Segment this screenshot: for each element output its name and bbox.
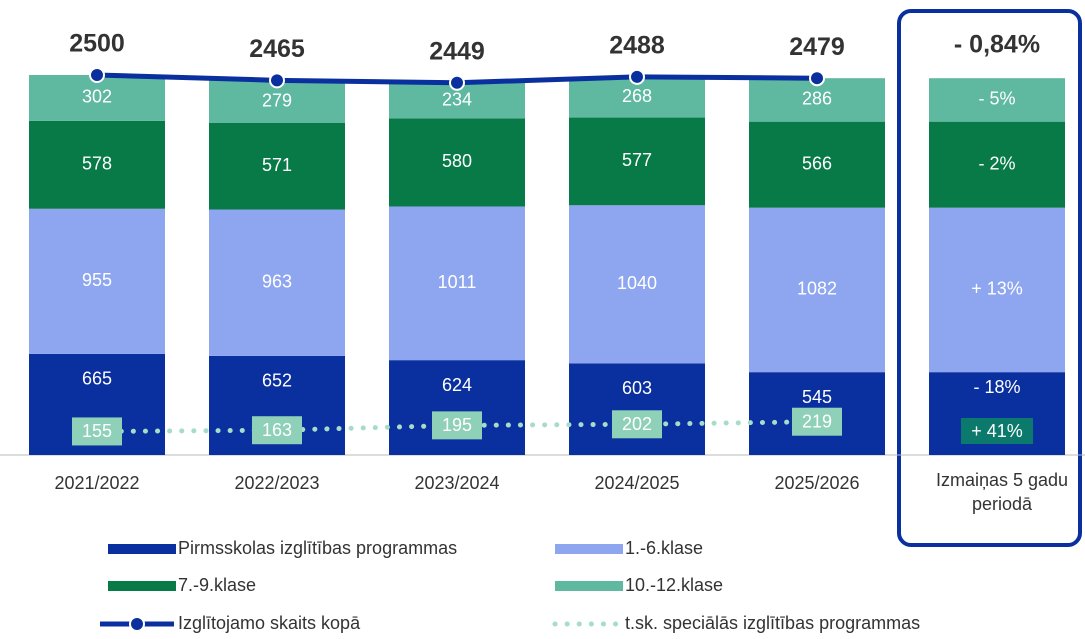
legend-swatch [108, 581, 176, 591]
highlight-frame [897, 9, 1082, 547]
total-label: 2488 [609, 31, 665, 59]
special-label-box [432, 411, 482, 440]
data-label: 955 [82, 270, 112, 290]
x-tick-label: 2025/2026 [774, 473, 859, 493]
special-label: 163 [262, 420, 292, 440]
data-label: 652 [262, 371, 292, 391]
data-label: 1082 [797, 279, 837, 299]
x-tick-label: 2023/2024 [414, 473, 499, 493]
data-label: 302 [82, 87, 112, 107]
bar-segment [749, 207, 885, 373]
bar-segment [29, 120, 165, 209]
data-label: 580 [442, 151, 472, 171]
bar-segment [749, 121, 885, 208]
bar-segment [569, 117, 705, 206]
total-label: 2479 [789, 33, 845, 61]
bar-segment [569, 363, 705, 455]
special-label-box [792, 407, 842, 436]
data-label: 279 [262, 90, 292, 110]
x-tick-label: 2024/2025 [594, 473, 679, 493]
data-label: 1011 [438, 272, 477, 292]
total-point [629, 68, 645, 85]
bar-segment [389, 118, 525, 207]
change-segment [929, 207, 1065, 373]
change-label: + 13% [971, 279, 1023, 299]
special-label-box [612, 410, 662, 439]
data-label: 286 [802, 89, 832, 109]
data-label: 963 [262, 271, 292, 291]
change-label: Izmaiņas 5 gadu periodā [935, 470, 1069, 514]
data-label: 624 [442, 375, 472, 395]
data-label: 578 [82, 154, 112, 174]
change-label: - 18% [973, 377, 1020, 397]
legend-label: 10.-12.klase [625, 575, 723, 595]
data-label: 603 [622, 378, 652, 398]
data-label: 665 [82, 369, 112, 389]
legend-label: t.sk. speciālās izglītības programmas [625, 613, 920, 633]
legend-swatch [555, 581, 623, 591]
bar-segment [209, 122, 345, 210]
total-label: 2500 [69, 30, 125, 58]
total-point [449, 74, 465, 91]
legend-marker [129, 616, 145, 632]
legend-label: 1.-6.klase [625, 538, 703, 558]
change-label: - 2% [978, 153, 1015, 173]
special-label-box [72, 417, 122, 446]
change-segment [929, 78, 1065, 122]
change-special-label: + 41% [971, 421, 1023, 441]
data-label: 234 [442, 89, 472, 109]
special-label: 219 [802, 411, 832, 431]
data-label: 268 [622, 86, 652, 106]
x-tick-label: 2021/2022 [54, 473, 139, 493]
special-label: 202 [622, 414, 652, 434]
data-label: 566 [802, 153, 832, 173]
special-label: 195 [442, 415, 472, 435]
legend-label: 7.-9.klase [178, 575, 256, 595]
total-point [89, 67, 105, 83]
bar-segment [569, 205, 705, 364]
dotted-line [94, 419, 820, 434]
change-label: - 5% [978, 89, 1015, 109]
data-label: 571 [262, 155, 292, 175]
total-point [809, 70, 825, 87]
legend-swatch [108, 544, 176, 554]
total-point [269, 72, 285, 89]
special-label-box [252, 416, 302, 445]
total-label: 2449 [429, 37, 485, 65]
change-segment [929, 121, 1065, 208]
legend-label: Pirmsskolas izglītības programmas [178, 538, 457, 558]
change-special-box [961, 418, 1033, 444]
data-label: 1040 [617, 273, 657, 293]
bar-segment [389, 206, 525, 361]
data-label: 577 [622, 150, 652, 170]
legend-label: Izglītojamo skaits kopā [178, 613, 361, 633]
data-label: 545 [802, 387, 832, 407]
change-total-label: - 0,84% [954, 31, 1040, 59]
special-label: 155 [82, 421, 112, 441]
bar-segment [29, 208, 165, 354]
x-tick-label: 2022/2023 [234, 473, 319, 493]
bar-segment [209, 209, 345, 356]
legend-swatch [555, 544, 623, 554]
total-label: 2465 [249, 35, 305, 63]
